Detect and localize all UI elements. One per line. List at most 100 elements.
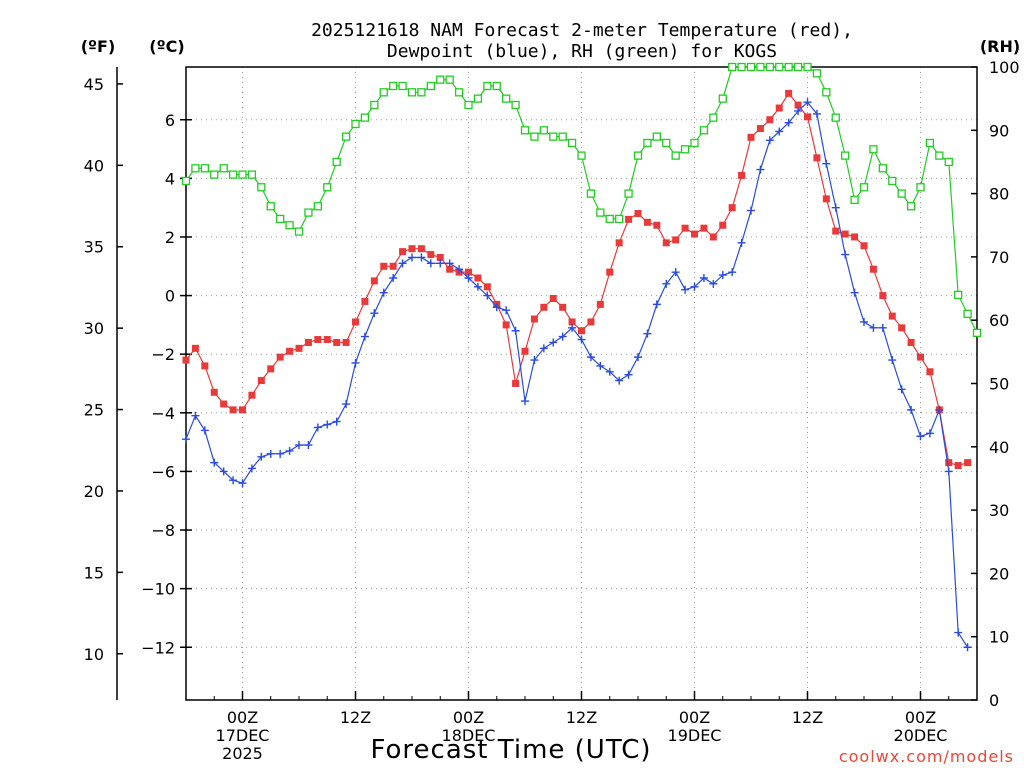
rh-point [718,94,727,103]
dewpoint-point [935,405,944,414]
dewpoint-point [747,206,755,215]
rh-tick-label: 100 [989,58,1020,77]
rh-point [906,202,916,211]
temperature-point [201,362,209,370]
rh-point [304,208,313,217]
rh-point [680,145,690,154]
rh-point [200,164,209,173]
temperature-point [361,297,369,305]
dewpoint-point [652,300,661,309]
rh-point [728,62,737,72]
rh-point [351,119,360,129]
dewpoint-point [615,376,624,385]
dewpoint-point [191,411,200,420]
temperature-point [832,227,840,235]
rh-point [464,100,473,110]
temperature-point [700,224,708,232]
rh-point [878,164,887,173]
fahrenheit-unit-label: (ºF) [81,37,116,56]
dewpoint-point [351,358,360,367]
dewpoint-point [869,323,878,332]
dewpoint-point [699,274,708,282]
temperature-point [465,268,472,276]
temperature-point [785,89,793,97]
temperature-point [549,295,557,303]
rh-point [925,138,935,148]
temperature-point [681,224,689,232]
dewpoint-point [558,332,567,341]
rh-unit-label: (RH) [980,37,1020,56]
temperature-point [851,233,859,241]
dewpoint-point [539,344,548,353]
dewpoint-point [473,282,482,291]
celsius-tick-label: −8 [151,521,175,540]
rh-point [869,145,878,154]
temperature-point [643,218,651,226]
x-tick-label: 00Z [679,708,710,727]
temperature-point [917,353,924,361]
temperature-point [879,292,887,300]
temperature-point [521,347,529,355]
dewpoint-point [313,423,322,432]
dewpoint-point [944,467,953,476]
rh-point [803,62,812,72]
temperature-point [370,277,378,285]
temperature-point [596,300,604,308]
temperature-point [822,195,830,203]
celsius-tick-label: 4 [165,169,175,188]
temperature-point [841,230,849,238]
dewpoint-point [182,435,190,444]
fahrenheit-tick-label: 15 [84,563,104,582]
temperature-point [634,210,642,218]
temperature-point [314,336,322,344]
rh-point [935,151,944,160]
temperature-point [662,239,670,247]
rh-point [379,88,388,97]
dewpoint-point [332,417,341,426]
rh-point [586,189,596,198]
temperature-point [333,338,341,346]
dewpoint-point [247,464,256,473]
dewpoint-point [276,449,285,458]
temperature-point [747,133,755,141]
rh-point [398,81,407,91]
temperature-point [257,377,265,385]
x-tick-label: 18DEC [442,726,496,745]
credit-link[interactable]: coolwx.com/models [839,747,1014,766]
temperature-point [860,242,868,250]
dewpoint-point [285,446,294,455]
temperature-point [615,239,623,247]
fahrenheit-tick-label: 10 [84,645,104,664]
x-tick-label: 17DEC [216,726,270,745]
rh-point [709,113,718,122]
temperature-point [512,380,520,387]
dewpoint-point [521,397,529,406]
temperature-point [389,262,397,270]
rh-point [850,195,859,205]
dewpoint-point [596,361,605,370]
rh-point [652,132,661,141]
fahrenheit-tick-label: 45 [84,75,104,94]
celsius-tick-label: −6 [151,462,175,481]
rh-point [916,183,925,192]
temperature-point [869,265,877,273]
temperature-point [295,344,303,352]
chart-title-line1: 2025121618 NAM Forecast 2-meter Temperat… [311,20,853,41]
rh-point [841,151,850,160]
rh-point [257,183,266,192]
temperature-point [323,336,331,344]
dewpoint-point [624,370,633,379]
temperature-point [756,125,764,133]
rh-point [332,157,341,167]
temperature-point [804,113,811,121]
rh-tick-label: 60 [989,311,1009,330]
rh-point [417,88,426,97]
temperature-point [286,347,294,355]
rh-point [859,183,869,192]
x-tick-label: 19DEC [668,726,722,745]
celsius-tick-label: 0 [165,287,175,306]
rh-point [389,81,398,91]
dewpoint-point [511,326,520,335]
dewpoint-point [370,309,379,318]
rh-point [294,227,304,236]
